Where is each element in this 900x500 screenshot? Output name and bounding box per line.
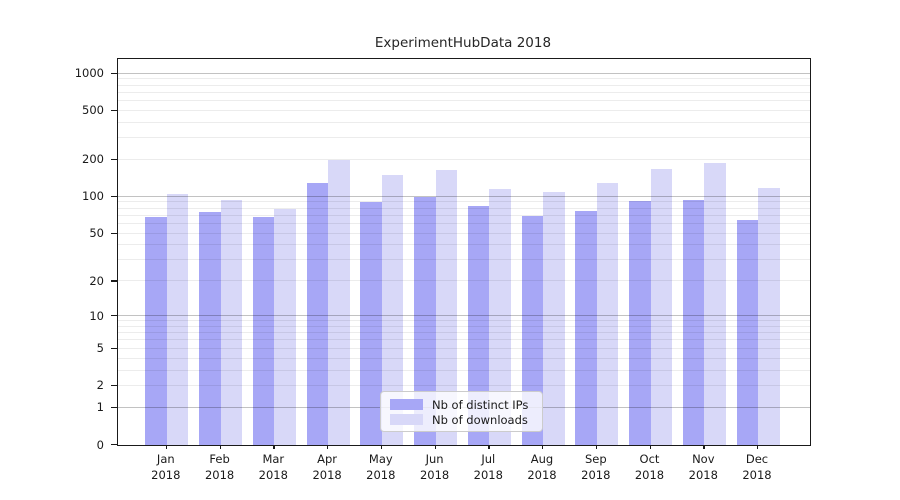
plot-area (117, 58, 811, 446)
y-tick-label: 500 (82, 103, 104, 118)
y-tick-mark (111, 444, 117, 446)
x-tick-mark (703, 444, 705, 449)
bar-distinct-ips-oct (629, 201, 651, 445)
legend-label-downloads: Nb of downloads (432, 412, 528, 427)
bar-downloads-may (381, 175, 404, 445)
bar-downloads-nov (704, 163, 726, 445)
bar-distinct-ips-feb (199, 212, 221, 445)
y-tick-label: 1 (96, 400, 104, 415)
legend-item-distinct-ips: Nb of distinct IPs (390, 397, 534, 412)
gridline-minor (118, 91, 810, 93)
bar-distinct-ips-may (360, 202, 382, 445)
y-tick-label: 5 (96, 341, 104, 356)
bar-distinct-ips-jun (414, 196, 436, 445)
x-tick-mark (595, 444, 598, 449)
x-tick-mark (649, 444, 651, 449)
x-tick-mark (434, 444, 436, 449)
gridline-minor (118, 137, 810, 139)
x-tick-label: Aug 2018 (527, 452, 557, 482)
gridline-minor (118, 158, 810, 160)
x-tick-label: Jun 2018 (419, 452, 450, 482)
y-tick-mark (111, 232, 117, 234)
chart-title: ExperimentHubData 2018 (374, 35, 552, 51)
x-tick-mark (542, 444, 544, 449)
bar-downloads-jan (166, 194, 189, 445)
y-tick-label: 0 (96, 437, 104, 452)
x-tick-label: Oct 2018 (634, 452, 665, 482)
y-tick-mark (111, 347, 117, 349)
gridline-major (118, 72, 810, 74)
bar-distinct-ips-jul (467, 206, 490, 445)
x-tick-mark (165, 444, 168, 449)
x-tick-label: Mar 2018 (258, 452, 288, 482)
gridline-minor (118, 99, 810, 101)
bar-distinct-ips-sep (575, 211, 597, 445)
bar-downloads-dec (758, 187, 780, 445)
gridline-minor (118, 84, 810, 86)
bar-downloads-oct (650, 168, 673, 445)
bar-downloads-feb (220, 200, 243, 445)
bar-downloads-jul (489, 189, 511, 445)
x-tick-label: Nov 2018 (688, 452, 718, 482)
gridline-minor (118, 121, 810, 123)
x-tick-mark (327, 444, 329, 449)
bar-distinct-ips-mar (252, 216, 275, 445)
legend-item-downloads: Nb of downloads (390, 412, 534, 427)
bar-distinct-ips-apr (306, 183, 329, 445)
y-tick-mark (111, 280, 117, 282)
x-tick-label: Jul 2018 (473, 452, 503, 482)
x-tick-label: Apr 2018 (312, 452, 342, 482)
x-tick-label: Jan 2018 (151, 452, 181, 482)
x-tick-label: Dec 2018 (742, 452, 772, 482)
bar-distinct-ips-nov (682, 200, 705, 445)
y-tick-label: 50 (89, 226, 104, 241)
x-tick-mark (488, 444, 490, 449)
bar-distinct-ips-aug (521, 215, 544, 445)
y-tick-label: 10 (89, 308, 104, 323)
x-tick-mark (219, 444, 221, 449)
bar-downloads-sep (596, 182, 619, 445)
bar-distinct-ips-dec (736, 219, 759, 445)
y-tick-label: 200 (82, 152, 104, 167)
y-tick-label: 100 (82, 189, 104, 204)
gridline-minor (118, 78, 810, 80)
legend: Nb of distinct IPs Nb of downloads (380, 391, 543, 432)
bar-downloads-apr (328, 159, 350, 445)
bar-downloads-jun (435, 170, 458, 445)
y-tick-mark (111, 72, 117, 74)
bar-downloads-mar (274, 208, 296, 445)
x-tick-mark (273, 444, 275, 449)
gridline-minor (118, 109, 810, 111)
y-tick-mark (111, 109, 117, 111)
y-tick-mark (111, 406, 117, 408)
legend-label-distinct-ips: Nb of distinct IPs (432, 397, 529, 412)
y-tick-label: 2 (96, 378, 104, 393)
x-tick-mark (757, 444, 759, 449)
y-tick-label: 1000 (74, 66, 104, 80)
y-tick-mark (111, 384, 117, 387)
y-tick-mark (111, 195, 117, 198)
x-tick-label: Feb 2018 (204, 452, 235, 482)
x-tick-mark (380, 444, 383, 449)
y-tick-mark (111, 315, 117, 317)
y-tick-label: 20 (89, 273, 104, 288)
bar-downloads-aug (543, 191, 565, 445)
x-tick-label: May 2018 (366, 452, 396, 482)
bar-distinct-ips-jan (145, 217, 167, 445)
y-tick-mark (111, 158, 117, 161)
legend-swatch-distinct-ips (390, 399, 423, 410)
x-tick-label: Sep 2018 (581, 452, 611, 482)
legend-swatch-downloads (390, 414, 423, 425)
